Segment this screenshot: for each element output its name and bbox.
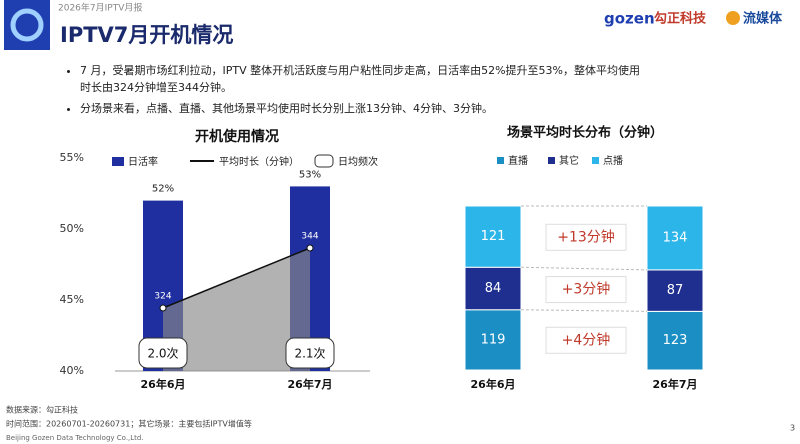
- chart-title: 场景平均时长分布（分钟）: [507, 125, 663, 141]
- legend-label: 点播: [603, 154, 623, 167]
- segment-label: 119: [481, 332, 506, 347]
- y-tick-label: 40%: [60, 364, 84, 377]
- x-tick-label: 26年7月: [288, 377, 333, 391]
- annotation: +13分钟: [557, 228, 615, 245]
- partner: 流媒体: [743, 11, 783, 27]
- annotation-box: [545, 326, 627, 354]
- annotation: +4分钟: [562, 331, 611, 348]
- legend-swatch: [592, 157, 599, 164]
- bar-segment: [646, 269, 704, 312]
- x-tick-label: 26年7月: [653, 377, 698, 391]
- y-tick-label: 45%: [60, 293, 84, 306]
- line-point: [306, 244, 314, 252]
- bar-segment: [464, 309, 522, 371]
- bullet: 分场景来看，点播、直播、其他场景平均使用时长分别上涨13分钟、4分钟、3分钟。: [80, 100, 640, 117]
- legend-swatch: [497, 157, 504, 164]
- line-value-label: 344: [301, 232, 318, 242]
- x-tick-label: 26年6月: [471, 377, 516, 391]
- frequency-label: 2.1次: [294, 347, 325, 361]
- logo-mark: [10, 8, 44, 42]
- segment-label: 121: [481, 229, 506, 244]
- partner-logo: [726, 11, 740, 25]
- segment-label: 84: [485, 281, 502, 296]
- legend-label: 日均频次: [338, 155, 378, 168]
- bar-value-label: 53%: [299, 169, 321, 180]
- annotation-box: [545, 223, 627, 251]
- legend-label: 直播: [508, 154, 528, 167]
- line-value-label: 324: [154, 292, 171, 302]
- line: [162, 247, 311, 309]
- footer-source: 数据来源：勾正科技: [6, 405, 78, 415]
- slide-title: IPTV7月开机情况: [60, 23, 233, 47]
- page-number: 3: [790, 424, 795, 433]
- frequency-box: [285, 337, 335, 369]
- segment-label: 87: [667, 283, 684, 298]
- connector: [520, 309, 648, 312]
- frequency-box: [138, 337, 188, 369]
- brand: gozen: [604, 10, 655, 28]
- y-tick-label: 50%: [60, 222, 84, 235]
- footer-range: 时间范围：20260701-20260731；其它场景：主要包括IPTV增值等: [6, 419, 252, 429]
- legend-label: 日活率: [128, 155, 158, 168]
- line-area: [163, 248, 310, 371]
- brand-cn: 勾正科技: [654, 11, 707, 27]
- legend-label: 其它: [559, 154, 579, 167]
- bullets: 7 月，受暑期市场红利拉动，IPTV 整体开机活跃度与用户粘性同步走高，日活率由…: [66, 62, 640, 121]
- frequency-label: 2.0次: [147, 347, 178, 361]
- bar-segment: [646, 205, 704, 271]
- legend-swatch: [314, 154, 334, 168]
- legend-label: 平均时长（分钟）: [219, 155, 299, 168]
- bar-segment: [464, 266, 522, 311]
- legend-swatch: [112, 157, 124, 166]
- y-tick-label: 55%: [60, 151, 84, 164]
- segment-label: 134: [663, 230, 688, 245]
- line-point: [159, 304, 167, 312]
- segment-label: 123: [663, 333, 688, 348]
- annotation: +3分钟: [562, 281, 611, 298]
- legend-swatch: [548, 157, 555, 164]
- bar-value-label: 52%: [152, 184, 174, 195]
- annotation-box: [545, 276, 627, 304]
- report-label: 2026年7月IPTV月报: [58, 2, 142, 14]
- chart-title: 开机使用情况: [195, 128, 279, 145]
- bar-segment: [464, 205, 522, 268]
- footer-company: Beijing Gozen Data Technology Co.,Ltd.: [6, 434, 144, 442]
- connector: [520, 266, 648, 271]
- bullet: 7 月，受暑期市场红利拉动，IPTV 整体开机活跃度与用户粘性同步走高，日活率由…: [80, 62, 640, 96]
- x-tick-label: 26年6月: [141, 377, 186, 391]
